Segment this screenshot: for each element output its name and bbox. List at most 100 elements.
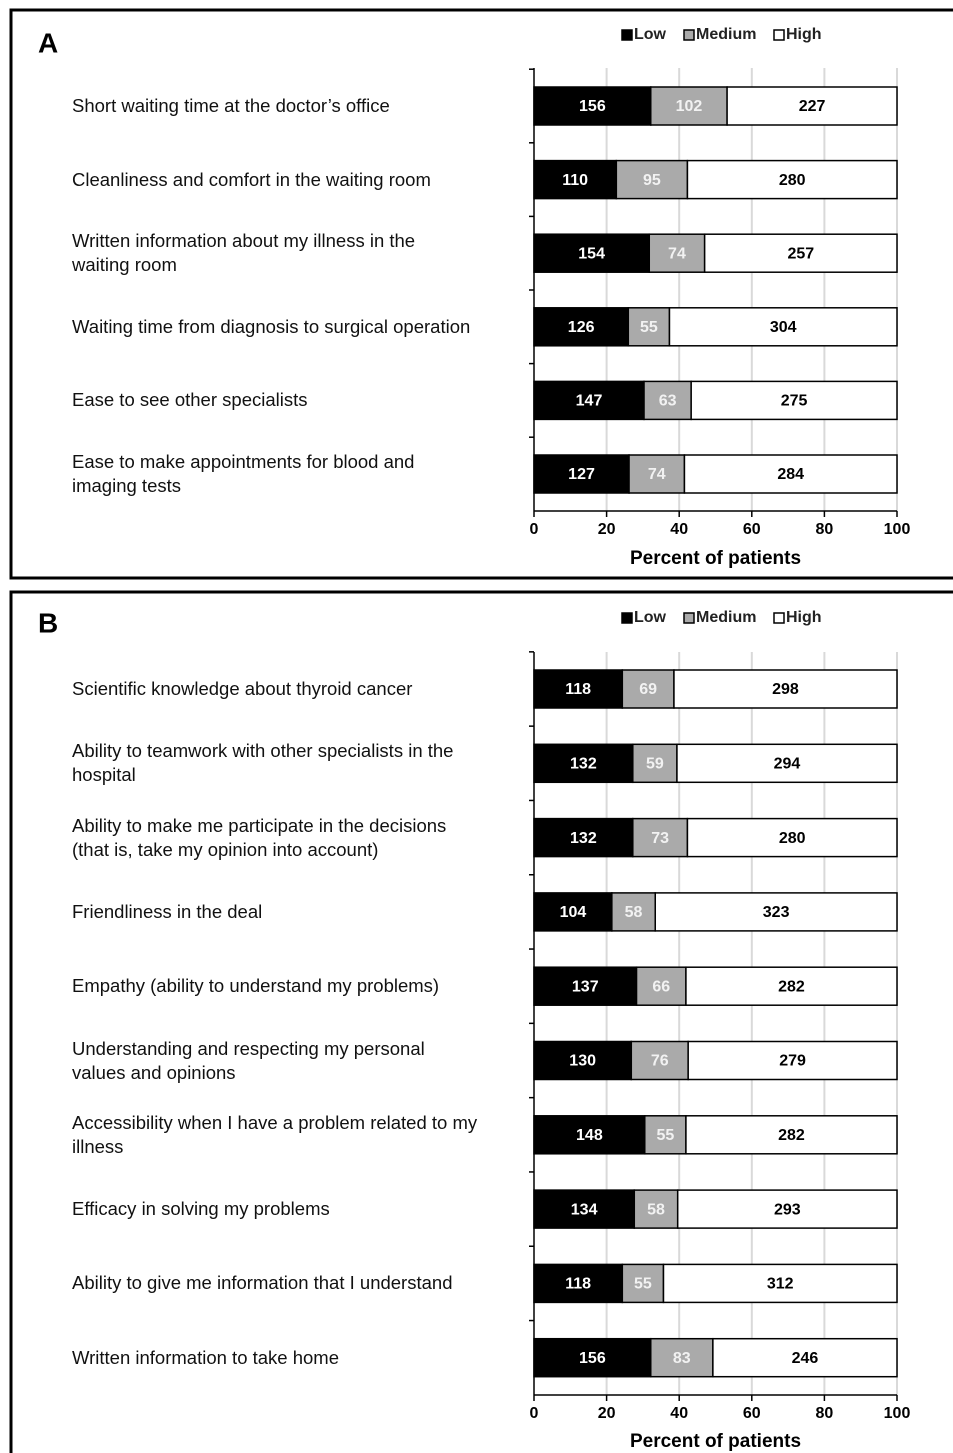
legend-swatch [621, 612, 633, 624]
legend-swatch [773, 612, 785, 624]
value-label: 323 [763, 904, 790, 921]
bar-segment [533, 86, 652, 126]
x-tick-label: 100 [884, 1405, 911, 1422]
value-label: 58 [625, 904, 643, 921]
value-label: 83 [673, 1350, 691, 1367]
legend-label: Low [634, 609, 667, 626]
category-label-wrap: Written information about my illness in … [72, 213, 527, 293]
category-label-box: Ease to see other specialists [72, 389, 308, 411]
x-axis-label: Percent of patients [630, 1431, 801, 1452]
category-label-box: Cleanliness and comfort in the waiting r… [72, 140, 527, 220]
category-label-wrap: Ability to teamwork with other specialis… [72, 723, 527, 803]
value-label: 282 [778, 978, 805, 995]
value-label: 58 [647, 1201, 665, 1218]
category-label-box: Scientific knowledge about thyroid cance… [72, 649, 527, 729]
value-label: 137 [572, 978, 599, 995]
category-label-box: Waiting time from diagnosis to surgical … [72, 287, 527, 367]
value-label: 130 [569, 1053, 596, 1070]
category-label-wrap: Efficacy in solving my problems [72, 1169, 527, 1249]
bar-segment [533, 307, 630, 347]
category-label-wrap: Understanding and respecting my personal… [72, 1021, 527, 1101]
value-label: 227 [799, 98, 826, 115]
bar-segment [683, 454, 898, 494]
value-label: 279 [779, 1053, 806, 1070]
bar-segment [628, 454, 686, 494]
value-label: 147 [576, 393, 603, 410]
bar-segment [633, 1189, 679, 1229]
bar-segment [611, 892, 656, 932]
category-label-box: Written information to take home [72, 1346, 340, 1368]
bar-segment [690, 380, 898, 421]
x-tick-label: 0 [530, 1405, 539, 1422]
value-label: 55 [640, 319, 658, 336]
bar-segment [676, 743, 898, 784]
x-tick-label: 80 [816, 521, 834, 538]
category-label-box: Empathy (ability to understand my proble… [72, 946, 527, 1026]
legend-label: High [786, 26, 822, 43]
category-label: Written information about my illness in … [72, 230, 416, 276]
bar-segment [676, 1189, 898, 1229]
bar-segment [685, 966, 898, 1006]
value-label: 280 [779, 830, 806, 847]
value-label: 246 [792, 1350, 819, 1367]
category-label-box: Accessibility when I have a problem rela… [72, 1095, 527, 1175]
legend-label: High [786, 609, 822, 626]
value-label: 104 [560, 904, 587, 921]
category-label-wrap: Empathy (ability to understand my proble… [72, 946, 527, 1026]
panel-frame [9, 590, 953, 1453]
value-label: 55 [634, 1276, 652, 1293]
x-tick-label: 20 [598, 521, 616, 538]
category-label-wrap: Ease to make appointments for blood and … [72, 434, 527, 514]
bar-segment [726, 86, 898, 126]
category-label: Waiting time from diagnosis to surgical … [72, 315, 471, 337]
category-label: Written information to take home [72, 1346, 340, 1368]
category-label-box: Written information about my illness in … [72, 213, 527, 293]
bar-segment [668, 307, 898, 347]
x-tick-label: 40 [670, 1405, 688, 1422]
category-label: Ability to teamwork with other specialis… [72, 740, 454, 786]
value-label: 284 [777, 466, 804, 483]
bar-segment [687, 1040, 898, 1081]
panel-title: B [38, 607, 58, 638]
value-label: 294 [774, 756, 801, 773]
bar-segment [533, 743, 634, 784]
value-label: 282 [778, 1127, 805, 1144]
category-label: Accessibility when I have a problem rela… [72, 1111, 478, 1157]
category-label: Ability to give me information that I un… [72, 1272, 453, 1294]
category-label-wrap: Accessibility when I have a problem rela… [72, 1095, 527, 1175]
bar-segment [686, 159, 898, 200]
category-label-wrap: Scientific knowledge about thyroid cance… [72, 649, 527, 729]
value-label: 156 [579, 98, 606, 115]
category-label-wrap: Waiting time from diagnosis to surgical … [72, 287, 527, 367]
category-label-wrap: Cleanliness and comfort in the waiting r… [72, 140, 527, 220]
value-label: 73 [651, 830, 669, 847]
legend-swatch [621, 29, 633, 41]
value-label: 132 [570, 830, 597, 847]
bar-segment [533, 966, 638, 1006]
category-label: Ease to see other specialists [72, 389, 308, 411]
category-label: Ability to make me participate in the de… [72, 814, 447, 860]
legend-label: Medium [696, 609, 756, 626]
bar-segment [533, 669, 624, 709]
bar-segment [533, 233, 651, 273]
category-label: Efficacy in solving my problems [72, 1198, 330, 1220]
category-label-box: Understanding and respecting my personal… [72, 1021, 527, 1101]
x-tick-label: 40 [670, 521, 688, 538]
category-label: Short waiting time at the doctor’s offic… [72, 95, 390, 116]
value-label: 118 [565, 681, 591, 698]
value-label: 156 [579, 1350, 606, 1367]
category-label-box: Ability to give me information that I un… [72, 1272, 453, 1294]
value-label: 66 [652, 978, 670, 995]
value-label: 95 [643, 172, 661, 189]
bar-segment [533, 817, 634, 858]
legend-label: Low [634, 26, 667, 43]
x-tick-label: 0 [530, 521, 539, 538]
category-label-wrap: Ability to make me participate in the de… [72, 798, 527, 878]
bar-segment [533, 1040, 633, 1081]
bar-segment [712, 1337, 898, 1378]
panel-frame [9, 8, 953, 580]
value-label: 59 [646, 756, 664, 773]
bar-segment [650, 1337, 714, 1378]
